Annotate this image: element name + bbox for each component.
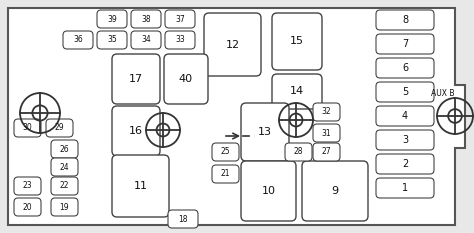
FancyBboxPatch shape xyxy=(51,177,78,195)
Text: 34: 34 xyxy=(141,35,151,45)
FancyBboxPatch shape xyxy=(376,178,434,198)
FancyBboxPatch shape xyxy=(376,130,434,150)
FancyBboxPatch shape xyxy=(241,161,296,221)
FancyBboxPatch shape xyxy=(14,198,41,216)
Text: 35: 35 xyxy=(107,35,117,45)
Text: 14: 14 xyxy=(290,86,304,96)
Text: 25: 25 xyxy=(221,147,230,157)
FancyBboxPatch shape xyxy=(51,140,78,158)
FancyBboxPatch shape xyxy=(164,54,208,104)
FancyBboxPatch shape xyxy=(112,155,169,217)
Text: 1: 1 xyxy=(402,183,408,193)
FancyBboxPatch shape xyxy=(212,165,239,183)
FancyBboxPatch shape xyxy=(131,31,161,49)
Text: 23: 23 xyxy=(23,182,32,191)
Text: 39: 39 xyxy=(107,14,117,24)
FancyBboxPatch shape xyxy=(63,31,93,49)
FancyBboxPatch shape xyxy=(165,31,195,49)
Text: 5: 5 xyxy=(402,87,408,97)
FancyBboxPatch shape xyxy=(112,106,160,156)
Text: 19: 19 xyxy=(60,202,69,212)
FancyBboxPatch shape xyxy=(131,10,161,28)
Text: 29: 29 xyxy=(55,123,64,133)
Text: 26: 26 xyxy=(60,144,69,154)
Text: 20: 20 xyxy=(23,202,32,212)
Polygon shape xyxy=(8,8,465,225)
Text: 37: 37 xyxy=(175,14,185,24)
FancyBboxPatch shape xyxy=(313,143,340,161)
Text: 8: 8 xyxy=(402,15,408,25)
FancyBboxPatch shape xyxy=(14,119,41,137)
Text: 6: 6 xyxy=(402,63,408,73)
Text: 31: 31 xyxy=(322,129,331,137)
FancyBboxPatch shape xyxy=(168,210,198,228)
FancyBboxPatch shape xyxy=(376,34,434,54)
FancyBboxPatch shape xyxy=(51,158,78,176)
FancyBboxPatch shape xyxy=(376,106,434,126)
Text: 36: 36 xyxy=(73,35,83,45)
Text: 22: 22 xyxy=(60,182,69,191)
Text: 21: 21 xyxy=(221,169,230,178)
Text: 17: 17 xyxy=(129,74,143,84)
Text: 4: 4 xyxy=(402,111,408,121)
FancyBboxPatch shape xyxy=(272,74,322,109)
FancyBboxPatch shape xyxy=(204,13,261,76)
Text: 11: 11 xyxy=(134,181,147,191)
Text: 33: 33 xyxy=(175,35,185,45)
Text: 18: 18 xyxy=(178,215,188,223)
FancyBboxPatch shape xyxy=(51,198,78,216)
Text: 24: 24 xyxy=(60,162,69,171)
FancyBboxPatch shape xyxy=(212,143,239,161)
FancyBboxPatch shape xyxy=(46,119,73,137)
Text: 7: 7 xyxy=(402,39,408,49)
Text: 9: 9 xyxy=(331,186,338,196)
Text: 2: 2 xyxy=(402,159,408,169)
FancyBboxPatch shape xyxy=(302,161,368,221)
Text: 40: 40 xyxy=(179,74,193,84)
FancyBboxPatch shape xyxy=(285,143,312,161)
FancyBboxPatch shape xyxy=(165,10,195,28)
FancyBboxPatch shape xyxy=(313,124,340,142)
Text: AUX B: AUX B xyxy=(431,89,455,97)
Text: 27: 27 xyxy=(322,147,331,157)
FancyBboxPatch shape xyxy=(97,31,127,49)
FancyBboxPatch shape xyxy=(97,10,127,28)
Text: 16: 16 xyxy=(129,126,143,136)
FancyBboxPatch shape xyxy=(376,10,434,30)
Text: 30: 30 xyxy=(23,123,32,133)
FancyBboxPatch shape xyxy=(112,54,160,104)
FancyBboxPatch shape xyxy=(241,103,289,161)
FancyBboxPatch shape xyxy=(376,154,434,174)
Text: 15: 15 xyxy=(290,37,304,47)
Text: 28: 28 xyxy=(294,147,303,157)
Text: 12: 12 xyxy=(226,40,239,49)
FancyBboxPatch shape xyxy=(376,82,434,102)
Text: 10: 10 xyxy=(262,186,275,196)
FancyBboxPatch shape xyxy=(14,177,41,195)
Text: 3: 3 xyxy=(402,135,408,145)
FancyBboxPatch shape xyxy=(272,13,322,70)
Text: 13: 13 xyxy=(258,127,272,137)
Text: 32: 32 xyxy=(322,107,331,116)
FancyBboxPatch shape xyxy=(376,58,434,78)
FancyBboxPatch shape xyxy=(313,103,340,121)
Text: 38: 38 xyxy=(141,14,151,24)
